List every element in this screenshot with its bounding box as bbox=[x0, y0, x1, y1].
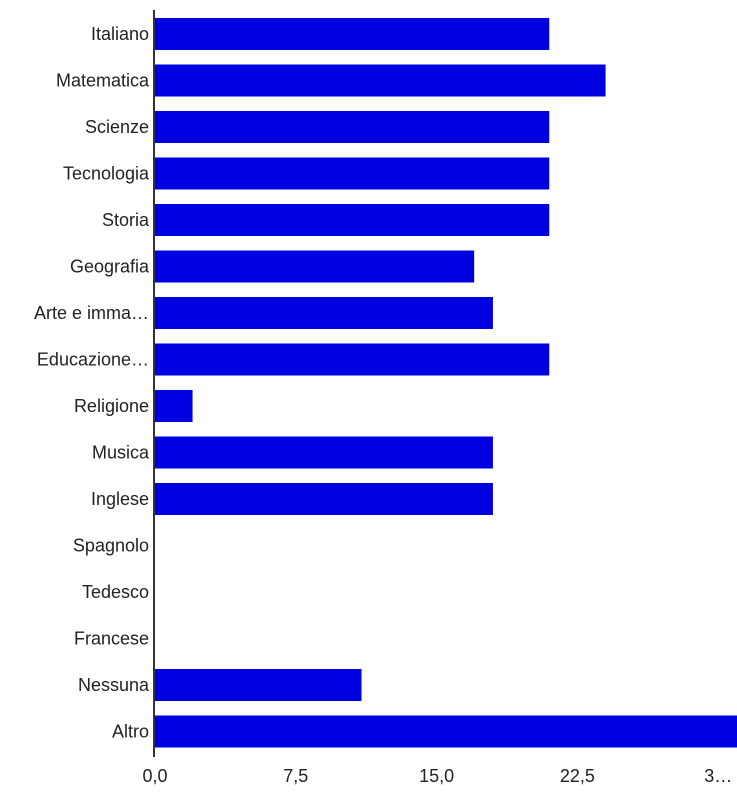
x-tick-label: 0,0 bbox=[142, 766, 167, 786]
category-label: Inglese bbox=[91, 489, 149, 509]
category-label: Religione bbox=[74, 396, 149, 416]
category-label: Arte e imma… bbox=[34, 303, 149, 323]
category-label: Educazione… bbox=[37, 350, 149, 370]
category-label: Italiano bbox=[91, 24, 149, 44]
bar bbox=[155, 64, 606, 97]
bar bbox=[155, 483, 493, 515]
category-label: Altro bbox=[112, 722, 149, 742]
x-tick-label: 22,5 bbox=[560, 766, 595, 786]
bar bbox=[155, 390, 193, 422]
bar bbox=[155, 18, 550, 50]
category-labels: Italiano Matematica Scienze Tecnologia Stori… bbox=[34, 24, 150, 742]
bars-group bbox=[155, 18, 737, 748]
bar bbox=[155, 250, 475, 283]
x-tick-label: 15,0 bbox=[419, 766, 454, 786]
category-label: Musica bbox=[92, 443, 150, 463]
x-tick-label: 7,5 bbox=[283, 766, 308, 786]
bar bbox=[155, 297, 493, 329]
bar bbox=[155, 436, 493, 469]
category-label: Tedesco bbox=[82, 582, 149, 602]
category-label: Francese bbox=[74, 629, 149, 649]
bar bbox=[155, 715, 737, 748]
category-label: Nessuna bbox=[78, 675, 150, 695]
x-tick-label: 3… bbox=[704, 766, 732, 786]
category-label: Geografia bbox=[70, 257, 150, 277]
category-label: Scienze bbox=[85, 117, 149, 137]
category-label: Storia bbox=[102, 210, 150, 230]
bar bbox=[155, 157, 550, 190]
category-label: Spagnolo bbox=[73, 536, 149, 556]
x-axis-tick-labels: 0,0 7,5 15,0 22,5 3… bbox=[142, 766, 732, 786]
bar bbox=[155, 111, 550, 143]
category-label: Tecnologia bbox=[63, 164, 150, 184]
bar bbox=[155, 669, 362, 701]
bar bbox=[155, 343, 550, 376]
bar bbox=[155, 204, 550, 236]
category-label: Matematica bbox=[56, 71, 150, 91]
